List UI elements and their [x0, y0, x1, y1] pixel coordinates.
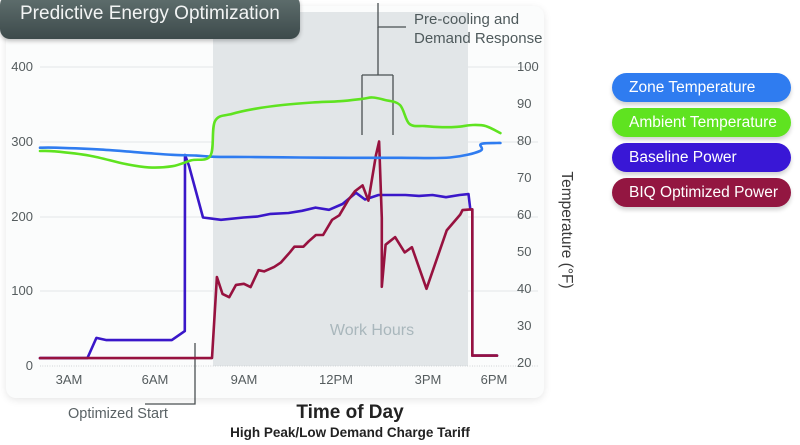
svg-text:Work Hours: Work Hours: [330, 322, 414, 339]
svg-text:60: 60: [517, 207, 531, 222]
svg-text:70: 70: [517, 170, 531, 185]
svg-text:100: 100: [11, 283, 33, 298]
svg-text:100: 100: [517, 59, 539, 74]
svg-text:Temperature (°F): Temperature (°F): [558, 171, 575, 288]
svg-text:90: 90: [517, 96, 531, 111]
svg-text:50: 50: [517, 244, 531, 259]
svg-text:30: 30: [517, 318, 531, 333]
svg-text:9AM: 9AM: [231, 372, 258, 387]
svg-text:12PM: 12PM: [319, 372, 353, 387]
svg-text:3AM: 3AM: [56, 372, 83, 387]
svg-text:6PM: 6PM: [481, 372, 508, 387]
svg-text:300: 300: [11, 134, 33, 149]
svg-text:200: 200: [11, 209, 33, 224]
svg-text:6AM: 6AM: [142, 372, 169, 387]
svg-text:400: 400: [11, 59, 33, 74]
svg-text:3PM: 3PM: [415, 372, 442, 387]
svg-text:20: 20: [517, 355, 531, 370]
svg-text:40: 40: [517, 281, 531, 296]
svg-text:0: 0: [26, 358, 33, 373]
svg-text:80: 80: [517, 133, 531, 148]
